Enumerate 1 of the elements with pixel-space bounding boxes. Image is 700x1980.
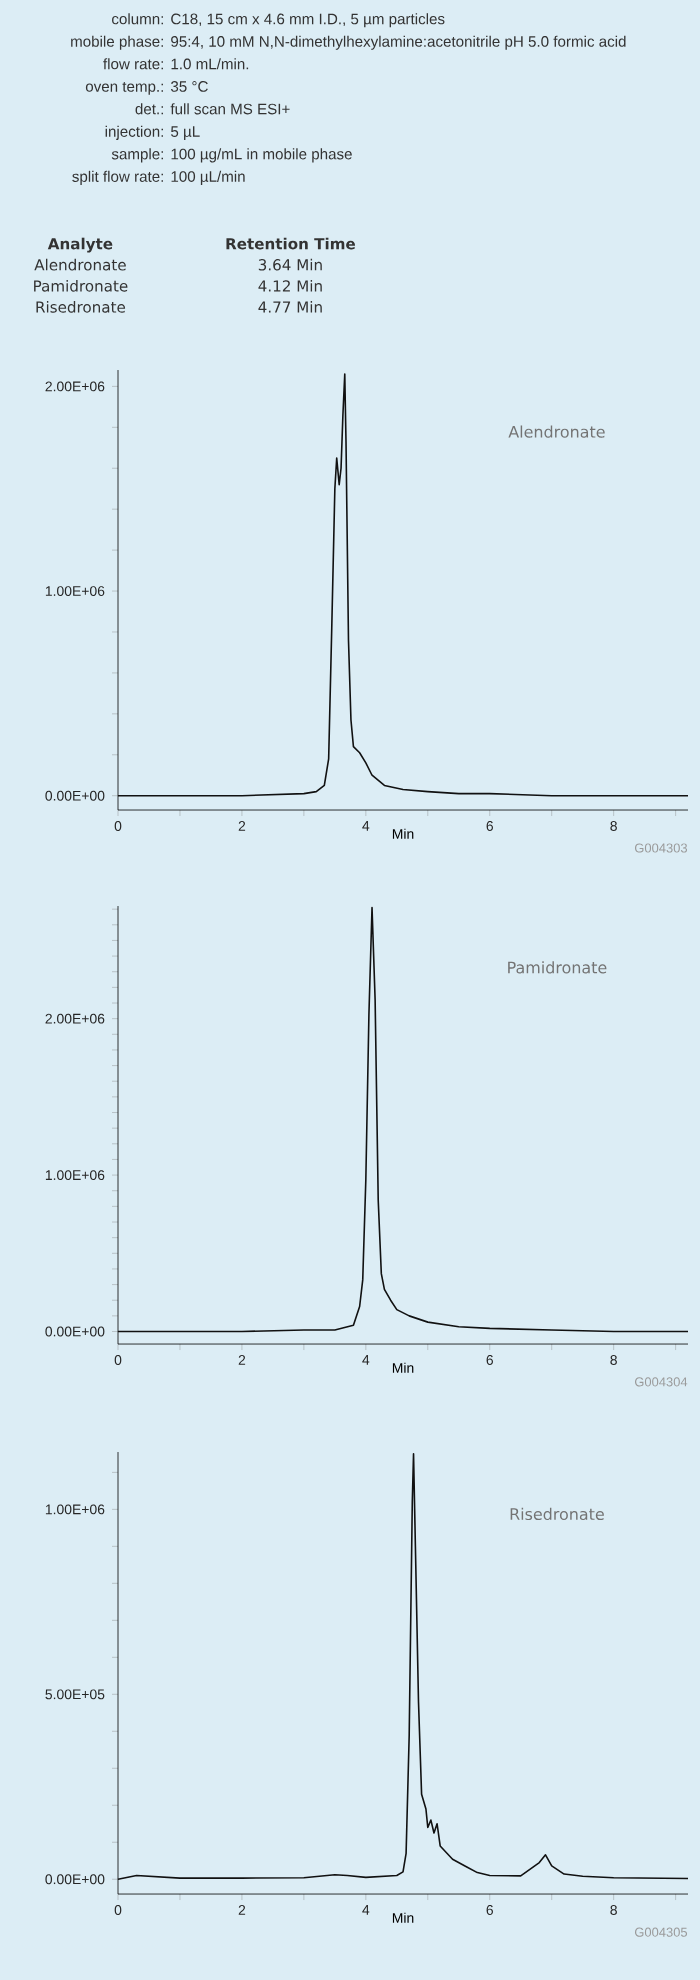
line-series — [117, 1453, 689, 1881]
